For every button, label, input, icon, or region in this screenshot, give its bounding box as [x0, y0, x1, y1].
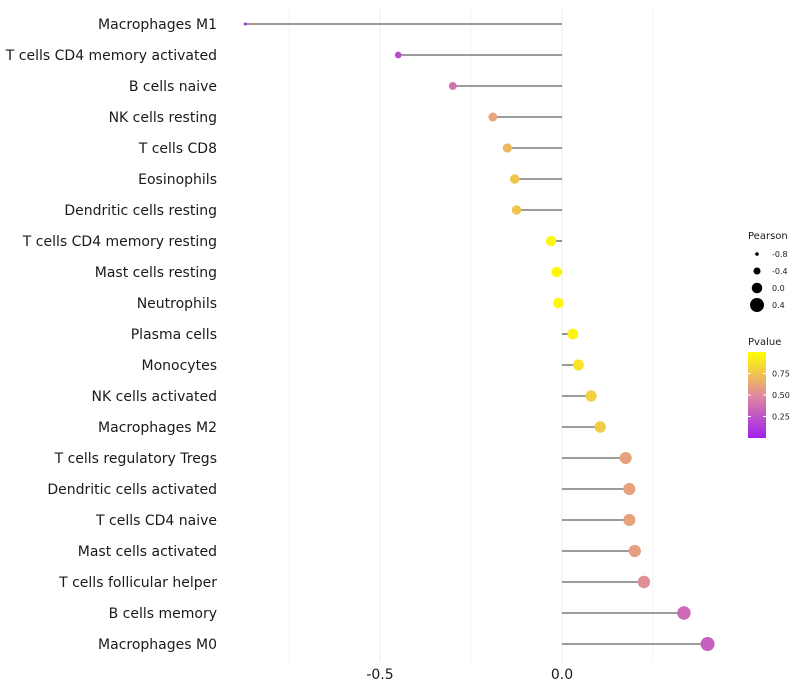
category-label: B cells memory	[109, 606, 217, 622]
x-axis-ticks: -0.5 0.0	[366, 667, 573, 683]
x-tick-label: -0.5	[366, 667, 393, 683]
color-tick-label: 0.50	[772, 391, 790, 400]
category-label: Dendritic cells resting	[64, 203, 217, 219]
size-legend-label: -0.4	[772, 267, 788, 276]
category-label: T cells CD8	[138, 141, 217, 157]
category-label: T cells CD4 naive	[95, 513, 217, 529]
data-point	[572, 359, 584, 371]
category-label: T cells CD4 memory activated	[5, 48, 217, 64]
data-point	[553, 297, 564, 309]
category-label: Mast cells resting	[95, 265, 217, 281]
category-label: NK cells activated	[92, 389, 217, 405]
data-point	[545, 235, 557, 247]
color-bar	[748, 352, 766, 438]
category-label: Monocytes	[142, 358, 217, 374]
size-legend-dot	[753, 267, 761, 275]
x-tick-label: 0.0	[551, 667, 573, 683]
data-point	[509, 174, 520, 184]
category-labels: Macrophages M1 T cells CD4 memory activat…	[5, 17, 217, 653]
data-point	[628, 544, 641, 558]
color-legend-title: Pvalue	[748, 337, 781, 348]
data-point	[551, 266, 562, 278]
category-label: T cells regulatory Tregs	[54, 451, 217, 467]
color-legend-ticks: 0.75 0.50 0.25	[748, 370, 790, 422]
category-label: Dendritic cells activated	[47, 482, 217, 498]
category-label: Eosinophils	[138, 172, 217, 188]
lollipop-points	[243, 22, 715, 651]
data-point	[619, 451, 632, 465]
data-point	[243, 22, 247, 26]
legend: Pearson -0.8-0.40.00.4 Pvalue 0.750.500.…	[748, 231, 790, 438]
data-point	[637, 575, 651, 589]
data-point	[567, 328, 579, 340]
data-point	[448, 82, 457, 90]
data-point	[677, 606, 691, 620]
category-label: Neutrophils	[137, 296, 217, 312]
data-point	[502, 143, 513, 153]
size-legend-dot	[755, 252, 759, 256]
category-label: NK cells resting	[109, 110, 217, 126]
lollipop-stems	[245, 23, 708, 645]
color-tick-label: 0.25	[772, 413, 790, 422]
data-point	[511, 205, 522, 215]
size-legend-title: Pearson	[748, 231, 788, 242]
category-label: Macrophages M1	[98, 17, 217, 33]
data-point	[623, 482, 636, 496]
category-label: T cells follicular helper	[58, 575, 217, 591]
size-legend-dot	[751, 282, 763, 294]
category-label: B cells naive	[129, 79, 217, 95]
size-legend-label: -0.8	[772, 250, 788, 259]
data-point	[623, 513, 636, 527]
category-label: Plasma cells	[131, 327, 217, 343]
data-point	[394, 51, 402, 59]
category-label: Mast cells activated	[78, 544, 217, 560]
data-point	[585, 390, 597, 402]
size-legend-entries: -0.8 -0.4 0.0 0.4	[750, 250, 788, 312]
color-tick-label: 0.75	[772, 370, 790, 379]
data-point	[594, 421, 606, 433]
data-point	[700, 637, 715, 651]
size-legend-label: 0.0	[772, 284, 785, 293]
size-legend-dot	[750, 298, 764, 312]
category-label: Macrophages M2	[98, 420, 217, 436]
category-label: Macrophages M0	[98, 637, 217, 653]
size-legend-label: 0.4	[772, 301, 785, 310]
grid-lines	[288, 8, 654, 662]
category-label: T cells CD4 memory resting	[22, 234, 217, 250]
data-point	[488, 112, 498, 122]
